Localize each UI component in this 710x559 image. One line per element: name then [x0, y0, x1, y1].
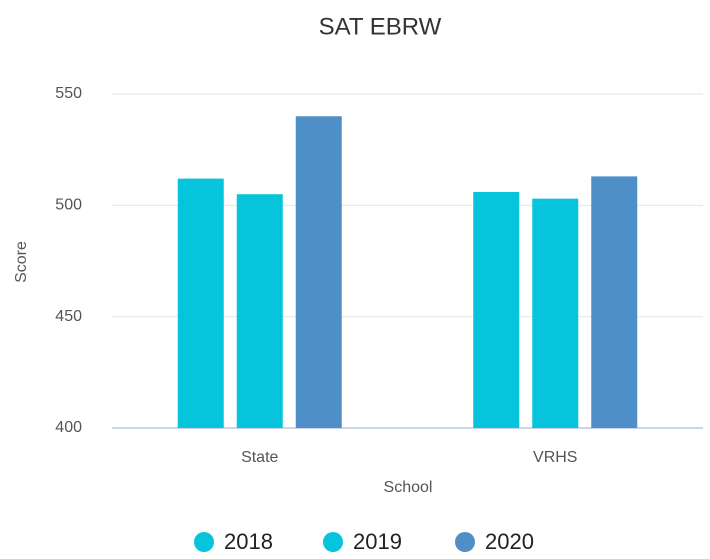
bar [177, 178, 224, 428]
chart-title: SAT EBRW [319, 13, 442, 40]
y-tick-label: 550 [55, 85, 82, 102]
y-tick-label: 450 [55, 308, 82, 325]
bar [473, 191, 520, 428]
legend-label: 2018 [224, 529, 273, 554]
x-axis-label: School [384, 479, 433, 496]
x-tick-label: State [241, 449, 278, 466]
y-tick-label: 400 [55, 419, 82, 436]
legend-label: 2019 [353, 529, 402, 554]
y-tick-label: 500 [55, 197, 82, 214]
legend-marker [194, 532, 214, 552]
y-axis-label: Score [13, 241, 30, 283]
legend-marker [455, 532, 475, 552]
legend-label: 2020 [485, 529, 534, 554]
x-tick-label: VRHS [533, 449, 577, 466]
bar [236, 194, 283, 428]
legend-marker [323, 532, 343, 552]
bar [532, 198, 579, 428]
bar [591, 176, 638, 428]
bar [295, 116, 342, 429]
